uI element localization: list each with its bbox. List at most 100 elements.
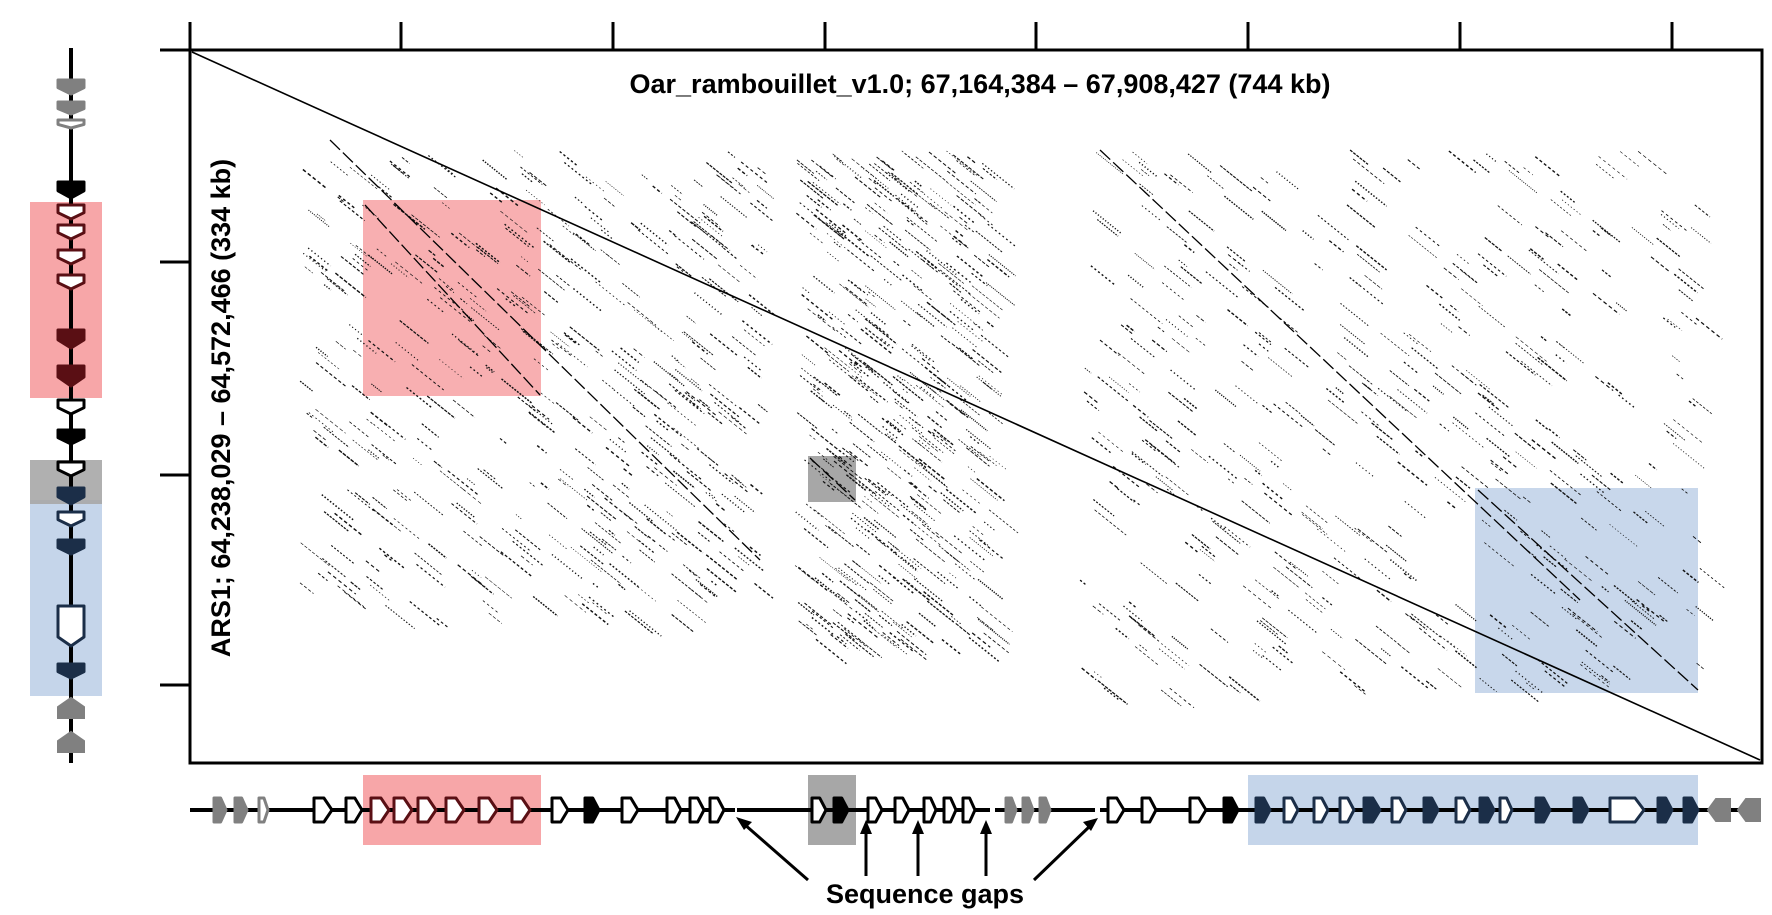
dotplot-segment [317,572,328,582]
dotplot-segment [350,581,361,590]
dotplot-segment [1644,510,1665,527]
dotplot-segment [591,484,613,501]
dotplot-segment [735,478,747,488]
dotplot-segment [847,249,877,273]
dotplot-segment [734,547,765,572]
dotplot-segment [521,173,534,183]
dotplot-segment [1501,653,1518,667]
dotplot-segment [1330,628,1343,640]
dotplot-segment [563,332,580,346]
dotplot-segment [1397,643,1410,654]
dotplot-segment [564,334,577,345]
dotplot-segment [892,621,912,638]
dotplot-segment [1581,661,1610,685]
dotplot-segment [909,371,937,394]
dotplot-segment [688,570,698,578]
dotplot-segment [836,158,846,167]
dotplot-segment [1631,227,1654,245]
dotplot-segment [824,382,841,396]
dotplot-segment [1354,527,1373,543]
dotplot-segment [835,567,857,586]
gene [312,796,334,824]
dotplot-segment [1165,319,1188,337]
dotplot-segment [794,565,815,582]
dotplot-segment [1592,230,1601,238]
gap-arrow [743,822,809,882]
dotplot-segment [1175,582,1199,602]
dotplot-segment [922,467,948,488]
gene [550,796,570,824]
dotplot-segment [1511,624,1531,640]
dotplot-segment [531,405,550,420]
red-gene-filled [56,364,86,388]
dotplot-segment [951,343,980,366]
dotplot-segment [1215,536,1239,555]
dotplot-segment [1178,315,1195,329]
dotplot-segment [1425,680,1437,690]
dotplot-segment [731,336,757,357]
dotplot-segment [549,244,581,270]
dotplot-segment [1409,615,1428,630]
dotplot-segment [395,261,423,284]
dotplot-segment [1091,437,1111,454]
dotplot-segment [557,478,569,488]
dotplot-segment [1278,645,1288,654]
dotplot-segment [1196,314,1206,323]
dotplot-segment [413,491,444,516]
dotplot-segment [1355,282,1385,306]
dotplot-segment [899,414,923,434]
dotplot-segment [1618,394,1635,408]
dotplot-segment [737,167,748,177]
dotplot-segment [881,451,903,469]
dotplot-segment [532,595,559,617]
dotplot-segment [330,544,355,565]
dotplot-segment [721,493,746,514]
dotplot-segment [968,293,1000,319]
dotplot-segment [1389,559,1418,582]
dotplot-segment [917,303,948,328]
dotplot-segment [866,203,894,226]
dotplot-segment [693,179,704,188]
dotplot-segment [843,410,852,418]
dotplot-segment [801,294,834,321]
left-gene-track [30,48,102,763]
dotplot-segment [839,449,855,463]
dotplot-segment [945,488,977,514]
dotplot-segment [1484,542,1516,568]
dotplot-segment [603,197,615,207]
dotplot-segment [988,412,1005,426]
dotplot-segment [971,285,1004,312]
black-gene [56,180,86,200]
dotplot-segment [556,274,571,288]
dotplot-segment [1239,454,1261,472]
dotplot-segment [1407,159,1421,171]
dotplot-segment [675,359,686,369]
red-gene [369,796,391,824]
dotplot-segment [572,416,593,434]
dotplot-segment [1455,476,1471,489]
dotplot-segment [1481,519,1491,527]
gene [922,796,938,824]
dotplot-segment [874,491,901,512]
dotplot-segment [1183,397,1198,410]
dotplot-segment [851,158,878,180]
dotplot-segment [1530,573,1556,595]
dotplot-segment [514,150,524,159]
dotplot-segment [648,320,674,342]
dotplot-segment [1535,419,1549,431]
dotplot-segment [1267,357,1293,378]
dotplot-segment [676,211,697,227]
dotplot-segment [877,482,909,508]
dotplot-segment [428,249,436,256]
dotplot-segment [878,564,900,582]
dotplot-segment [693,221,726,247]
dotplot-segment [1377,387,1408,413]
dotplot-segment [901,623,917,637]
dotplot-segment [958,438,981,458]
dotplot-segment [1538,269,1569,294]
dotplot-segment [416,437,433,451]
dotplot-segment [1610,472,1624,484]
dotplot-segment [1520,530,1531,540]
dotplot-segment [918,436,939,452]
dotplot-segment [1659,614,1668,622]
